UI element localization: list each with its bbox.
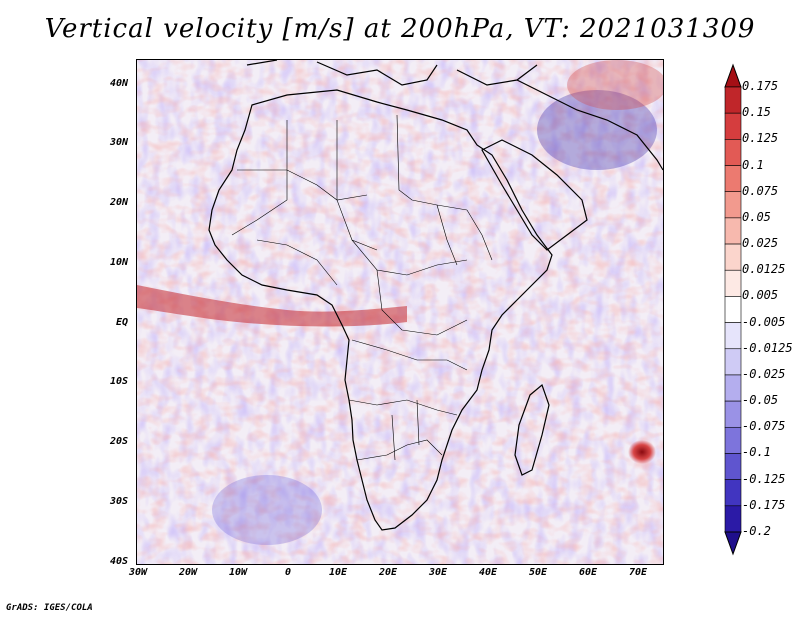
border [356,439,443,461]
colorbar-tick-label: -0.2 [742,524,771,538]
colorbar-top-arrow [724,63,742,88]
lat-tick-label: 20S [109,436,128,447]
colorbar-tick-label: 0.15 [742,105,771,120]
lon-tick-label: 50E [528,567,548,578]
europe-coast [246,60,538,86]
lat-tick-label: 40N [109,78,128,89]
border [436,204,493,266]
colorbar-tick-label: 0.0125 [742,262,786,277]
lon-tick-label: 10E [328,567,348,578]
colorbar-tick-label: -0.175 [742,497,786,512]
colorbar-segment [724,453,742,480]
cyclone-signature [628,440,656,464]
colorbar-tick-label: 0.05 [742,209,771,224]
colorbar-tick-label: -0.005 [742,314,786,329]
border [256,239,338,286]
colorbar-segment [724,139,742,166]
arabia-outline [481,139,588,251]
colorbar-segment [724,296,742,323]
colorbar-segment [724,217,742,245]
colorbar-tick-label: 0.005 [742,288,779,303]
colorbar-segment [724,348,742,376]
vertical-velocity-field [137,60,663,564]
border [237,169,368,201]
border [376,269,468,336]
software-credit: GrADS: IGES/COLA [6,603,93,613]
lon-tick-label: 60E [578,567,598,578]
colorbar [724,63,742,556]
lon-tick-label: 20W [178,567,198,578]
colorbar-segment [724,191,742,219]
colorbar-tick-label: 0.075 [742,183,779,198]
colorbar-tick-label: 0.1 [742,157,764,172]
colorbar-segment [724,505,742,533]
colorbar-tick-label: -0.05 [742,393,779,408]
colorbar-tick-label: 0.175 [742,79,779,93]
colorbar-segment [724,165,742,193]
lon-tick-label: 40E [478,567,498,578]
lat-tick-label: 10N [109,257,128,268]
border [348,399,458,416]
border [396,114,468,211]
colorbar-segment [724,86,742,114]
lat-tick-label: 20N [109,197,128,208]
colorbar-segment [724,479,742,507]
chart-title: Vertical velocity [m/s] at 200hPa, VT: 2… [44,14,756,44]
asia-coast [516,79,663,171]
lon-tick-label: 30E [428,567,448,578]
lon-tick-label: 30W [128,567,148,578]
colorbar-segment [724,400,742,428]
border [231,120,288,236]
colorbar-bottom-arrow [724,531,742,556]
madagascar-outline [514,383,550,476]
colorbar-tick-label: -0.075 [742,419,786,434]
border [351,339,468,371]
colorbar-segment [724,322,742,350]
lon-tick-label: 0 [284,567,292,578]
lat-tick-label: 30N [109,137,128,148]
colorbar-segment [724,269,742,297]
coastlines [208,60,663,531]
lon-tick-label: 20E [378,567,398,578]
colorbar-tick-label: -0.0125 [742,340,793,355]
lat-tick-label: 30S [109,496,128,507]
colorbar-segment [724,112,742,140]
colorbar-segment [724,374,742,402]
itcz-band [137,285,407,327]
lon-tick-label: 70E [628,567,648,578]
africa-outline [208,89,553,531]
lon-tick-label: 10W [228,567,248,578]
colorbar-tick-label: 0.125 [742,131,779,146]
middle-east-rising [567,60,663,110]
colorbar-segment [724,243,742,271]
colorbar-tick-label: -0.025 [742,366,786,381]
border [336,120,378,251]
colorbar-tick-label: -0.125 [742,471,786,486]
border [351,239,468,276]
map-panel [136,59,664,565]
colorbar-tick-label: -0.1 [742,445,771,460]
border [391,399,420,461]
lat-tick-label: EQ [115,317,128,328]
middle-east-sinking [537,90,657,170]
lat-tick-label: 40S [109,556,128,567]
lat-tick-label: 10S [109,376,128,387]
colorbar-segment [724,426,742,454]
south-atlantic-swirl [212,475,322,545]
country-borders [231,114,493,461]
colorbar-tick-label: 0.025 [742,236,779,251]
